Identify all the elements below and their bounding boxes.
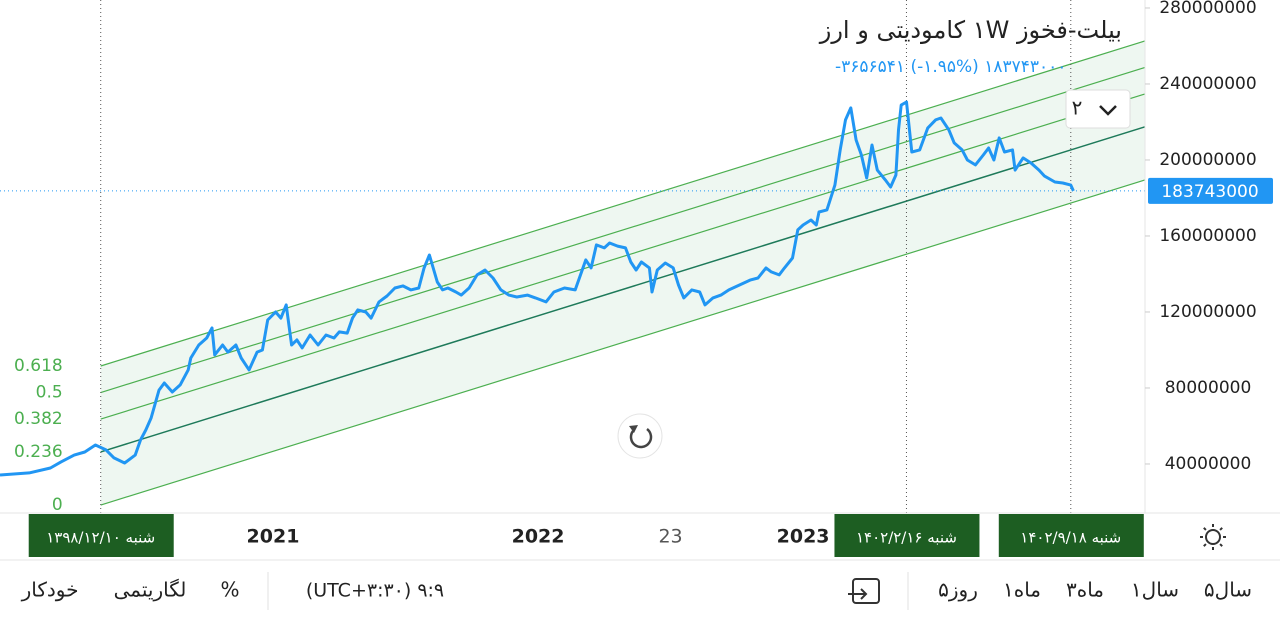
x-tick-label: 2023 — [777, 526, 830, 548]
range-button[interactable]: ۵سال — [1204, 578, 1252, 602]
y-tick-label: 200000000 — [1159, 150, 1256, 170]
range-button[interactable]: ۵روز — [938, 578, 978, 602]
date-label: شنبه ۱۳۹۸/۱۲/۱۰ — [46, 529, 155, 547]
channel-line — [100, 179, 1146, 506]
x-tick-label: 2021 — [247, 526, 300, 548]
reset-arrow[interactable] — [629, 425, 638, 433]
calendar-icon[interactable] — [852, 578, 880, 604]
price-line — [0, 100, 1075, 477]
y-tick-label: 160000000 — [1159, 226, 1256, 246]
reset-icon[interactable] — [629, 428, 653, 449]
sun-ray — [1203, 543, 1207, 547]
range-button[interactable]: ۱سال — [1131, 578, 1179, 602]
fib-level-label: 0.236 — [14, 442, 63, 462]
toolbar: ۵سال ۱سال ۳ماه ۱ماه ۵روز (UTC+۳:۳۰) ۹:۹ … — [0, 559, 1280, 610]
reset-circle[interactable] — [617, 413, 663, 459]
chevron-icon[interactable] — [1099, 105, 1117, 116]
timezone[interactable]: (UTC+۳:۳۰) ۹:۹ — [306, 580, 444, 602]
y-tick-label: 240000000 — [1159, 74, 1256, 94]
last-price-box — [1148, 177, 1273, 204]
y-tick-label: 280000000 — [1159, 0, 1256, 18]
fib-level-label: 0.618 — [14, 356, 63, 376]
date-label-box — [834, 514, 980, 557]
arrow-icon[interactable] — [848, 588, 868, 600]
range-button[interactable]: ۳ماه — [1066, 578, 1104, 602]
log-toggle[interactable]: لگاریتمی — [114, 578, 187, 602]
channel-line — [100, 93, 1146, 420]
y-tick-label: 120000000 — [1159, 302, 1256, 322]
plot-area: 0 0.236 0.382 0.5 0.618 40000000 80000000 12000… — [0, 0, 1280, 557]
date-label-box — [998, 514, 1144, 557]
price-change: -۳۶۵۶۵۴۱ (-۱.۹۵%) ۱۸۳۷۴۳۰۰۰ — [835, 57, 1066, 77]
fib-level-label: 0 — [52, 495, 63, 515]
fib-level-label: 0.382 — [14, 409, 63, 429]
sun-ray — [1219, 543, 1223, 547]
range-button[interactable]: ۱ماه — [1003, 578, 1041, 602]
header: بیلت-فخوز ۱W کامودیتی و ارز -۳۶۵۶۵۴۱ (-۱… — [819, 16, 1131, 129]
interval-dropdown[interactable] — [1065, 89, 1131, 129]
y-axis-background — [1145, 0, 1280, 513]
fib-level-label: 0.5 — [36, 383, 63, 403]
percent-toggle[interactable]: % — [220, 578, 239, 602]
date-label-box — [28, 514, 174, 557]
auto-toggle[interactable]: خودکار — [21, 578, 79, 602]
date-label: شنبه ۱۴۰۲/۲/۱۶ — [856, 529, 957, 547]
interval-value[interactable]: ۲ — [1072, 96, 1083, 120]
x-tick-label: 23 — [658, 526, 682, 548]
last-price-label: 183743000 — [1161, 182, 1258, 202]
channel-line — [100, 126, 1146, 453]
channel-fill — [100, 40, 1146, 506]
sun-ray — [1203, 527, 1207, 531]
y-tick-label: 80000000 — [1165, 378, 1252, 398]
theme-toggle[interactable] — [1200, 524, 1226, 550]
reset-button[interactable] — [617, 413, 663, 459]
y-tick-label: 40000000 — [1165, 454, 1252, 474]
date-label: شنبه ۱۴۰۲/۹/۱۸ — [1020, 529, 1121, 547]
sun-ray — [1219, 527, 1223, 531]
sun-icon — [1205, 529, 1221, 545]
goto-date-icon[interactable] — [848, 578, 880, 604]
x-tick-label: 2022 — [512, 526, 565, 548]
channel-line — [100, 66, 1146, 394]
chart-title: بیلت-فخوز ۱W کامودیتی و ارز — [819, 16, 1122, 44]
